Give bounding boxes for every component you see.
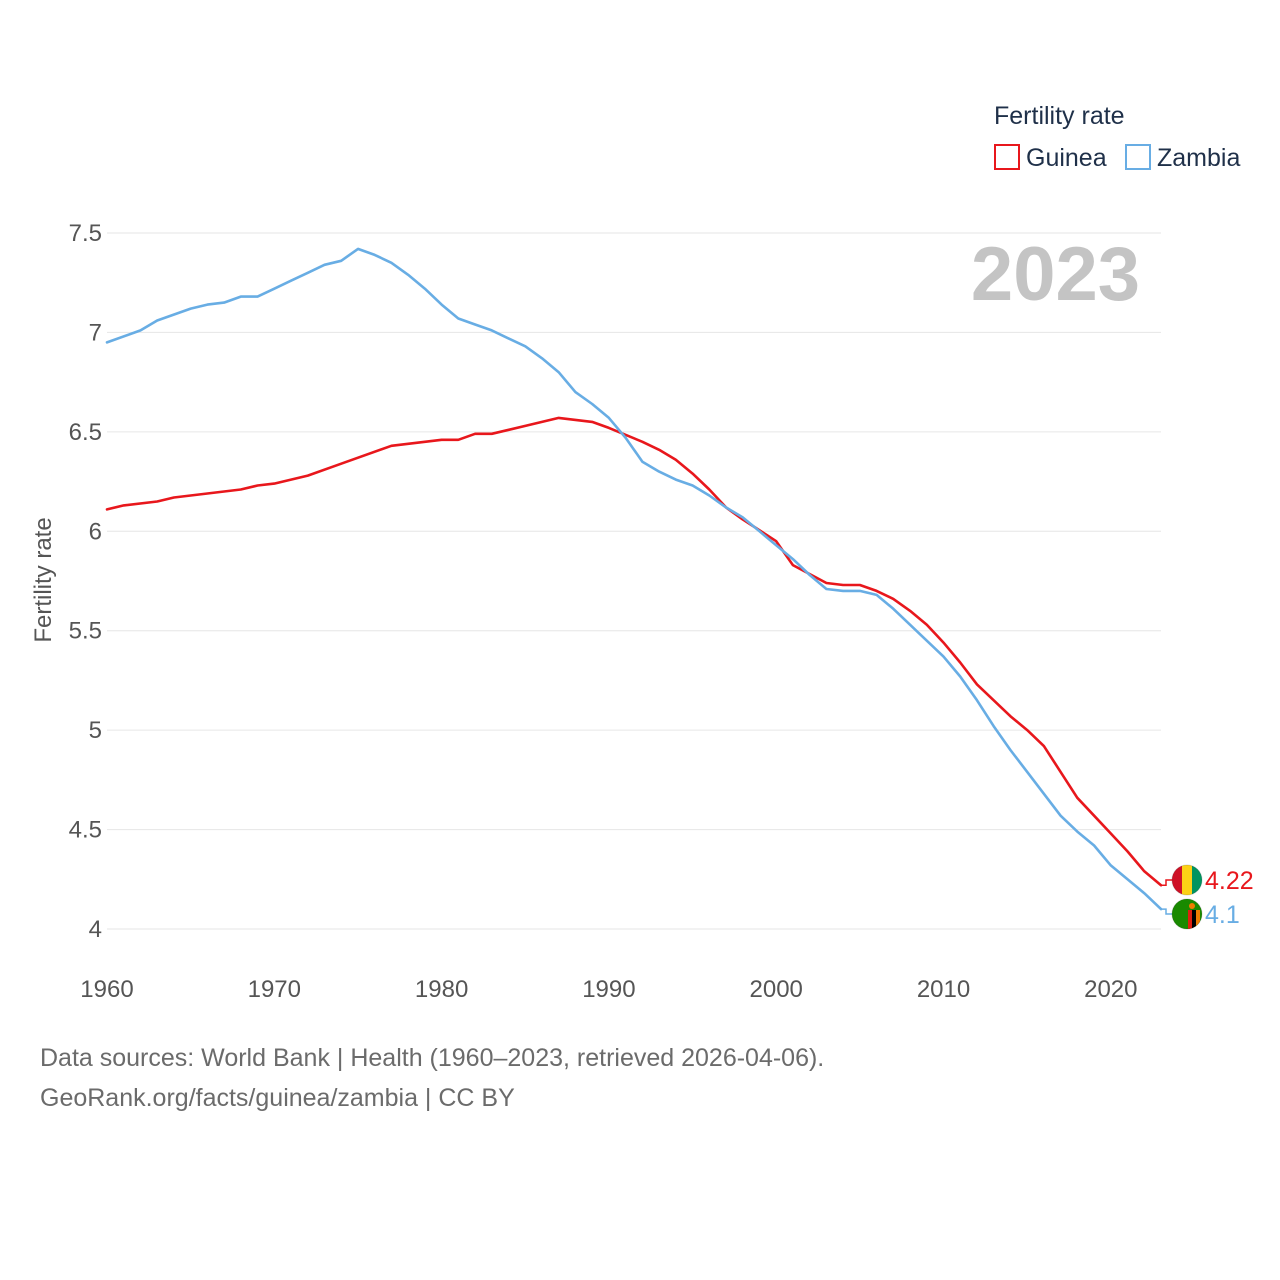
x-tick-label: 2000 <box>750 976 803 1003</box>
end-markers: 4.22 4.1 <box>1161 864 1254 930</box>
guinea-flag-icon <box>1171 864 1203 896</box>
y-axis-ticks: 4 4.5 5 5.5 6 6.5 7 7.5 <box>69 220 102 943</box>
series-lines <box>105 247 1163 911</box>
legend-label-zambia: Zambia <box>1157 144 1240 172</box>
legend-swatch-guinea <box>994 144 1020 170</box>
x-axis-ticks: 1960 1970 1980 1990 2000 2010 2020 <box>80 976 1137 1003</box>
y-tick-label: 6 <box>89 518 102 545</box>
y-tick-label: 7 <box>89 319 102 346</box>
legend-title: Fertility rate <box>994 102 1125 130</box>
y-tick-label: 6.5 <box>69 419 102 446</box>
series-line-guinea <box>105 416 1163 887</box>
x-tick-label: 2020 <box>1084 976 1137 1003</box>
gridlines <box>107 232 1161 930</box>
x-tick-label: 1990 <box>582 976 635 1003</box>
footer-sources: Data sources: World Bank | Health (1960–… <box>40 1044 825 1072</box>
series-line-zambia <box>105 247 1163 911</box>
end-connector-zambia <box>1161 908 1172 915</box>
legend-label-guinea: Guinea <box>1026 144 1107 172</box>
end-value-label-guinea: 4.22 <box>1205 867 1254 895</box>
x-tick-label: 2010 <box>917 976 970 1003</box>
legend: Fertility rate Guinea Zambia <box>994 102 1240 172</box>
y-tick-label: 5.5 <box>69 618 102 645</box>
year-watermark: 2023 <box>971 232 1140 317</box>
footer-link[interactable]: GeoRank.org/facts/guinea/zambia | CC BY <box>40 1084 515 1112</box>
y-tick-label: 5 <box>89 717 102 744</box>
zambia-flag-icon <box>1171 898 1203 930</box>
y-axis-title: Fertility rate <box>30 517 57 642</box>
y-tick-label: 7.5 <box>69 220 102 247</box>
legend-swatch-zambia <box>1125 144 1151 170</box>
end-connector-guinea <box>1161 879 1172 887</box>
legend-item-guinea[interactable]: Guinea <box>994 144 1107 172</box>
x-tick-label: 1980 <box>415 976 468 1003</box>
y-tick-label: 4.5 <box>69 817 102 844</box>
x-tick-label: 1970 <box>248 976 301 1003</box>
legend-item-zambia[interactable]: Zambia <box>1125 144 1240 172</box>
x-tick-label: 1960 <box>80 976 133 1003</box>
y-tick-label: 4 <box>89 916 102 943</box>
end-value-label-zambia: 4.1 <box>1205 901 1240 929</box>
